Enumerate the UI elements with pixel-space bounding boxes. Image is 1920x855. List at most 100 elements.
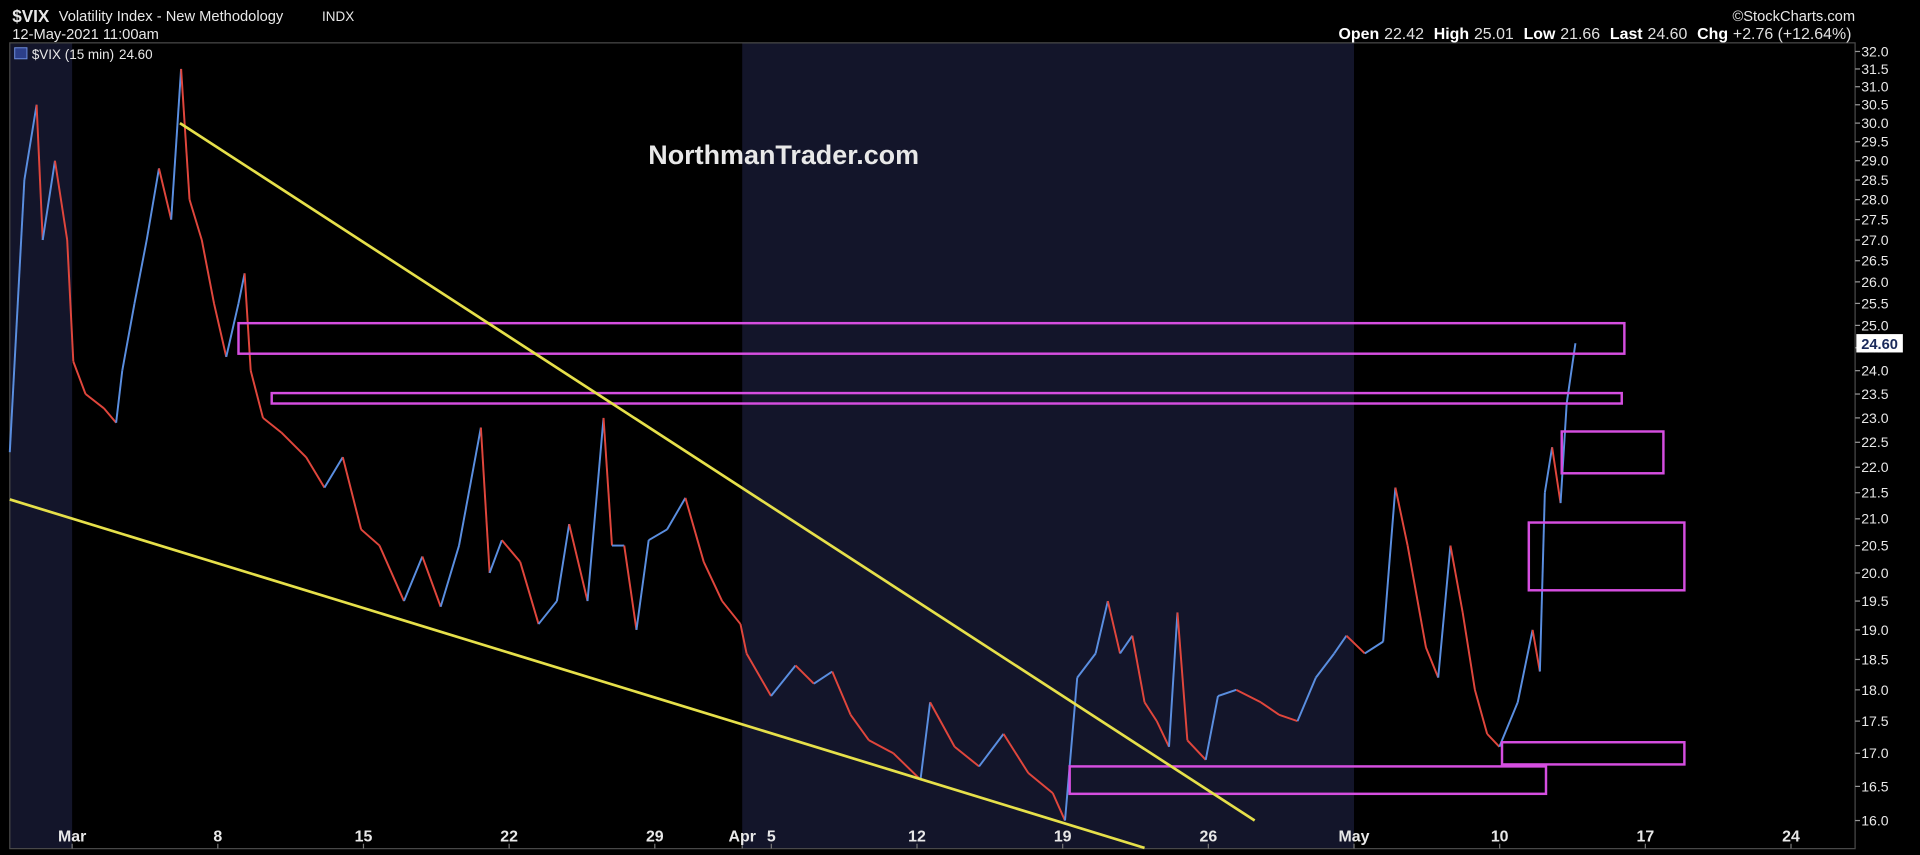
price-segment <box>158 168 173 220</box>
y-tick-label: 18.0 <box>1861 682 1889 698</box>
price-segment <box>555 523 571 602</box>
credit: ©StockCharts.com <box>1732 9 1855 25</box>
price-segment <box>1106 600 1122 654</box>
price-segment <box>1094 600 1109 654</box>
price-segment <box>8 179 26 453</box>
y-tick-label: 26.0 <box>1861 274 1889 290</box>
price-segment <box>66 239 75 362</box>
price-segment <box>1131 635 1146 703</box>
price-segment <box>280 431 307 458</box>
quote-line: Open 22.42 High 25.01 Low 21.66 Last 24.60 Chg +2… <box>1339 26 1852 43</box>
y-tick-label: 30.5 <box>1861 97 1889 113</box>
legend-icon <box>14 47 28 60</box>
price-segment <box>262 417 282 434</box>
zone <box>1068 765 1548 796</box>
last-price-box <box>1856 334 1903 353</box>
price-segment <box>225 303 240 358</box>
price-segment <box>1498 701 1519 748</box>
y-tick-label: 19.0 <box>1861 622 1889 638</box>
price-segment <box>1543 447 1554 493</box>
price-segment <box>745 652 772 697</box>
y-tick-label: 23.0 <box>1861 410 1889 426</box>
x-tick-label: 29 <box>646 828 664 845</box>
price-segment <box>648 528 668 542</box>
symbol: $VIX <box>12 6 50 26</box>
quote-value: 25.01 <box>1474 26 1514 43</box>
price-segment <box>519 561 540 625</box>
x-tick-label: 24 <box>1782 828 1800 845</box>
legend-name: $VIX (15 min) <box>32 47 114 62</box>
quote-label: High <box>1434 26 1469 43</box>
price-segment <box>35 104 44 241</box>
y-tick-label: 16.5 <box>1861 778 1889 794</box>
y-tick-label: 30.0 <box>1861 115 1889 131</box>
price-segment <box>23 104 38 181</box>
price-segment <box>1235 688 1262 704</box>
y-tick-label: 26.5 <box>1861 253 1889 269</box>
price-segment <box>488 539 503 574</box>
y-tick-label: 20.0 <box>1861 565 1889 581</box>
price-segment <box>635 540 650 631</box>
y-tick-label: 23.5 <box>1861 386 1889 402</box>
price-segment <box>1278 713 1298 723</box>
y-tick-label: 29.0 <box>1861 153 1889 169</box>
price-segment <box>421 556 442 608</box>
quote-value: 24.60 <box>1648 26 1688 43</box>
price-segment <box>341 456 363 530</box>
price-segment <box>568 523 589 602</box>
y-tick-label: 22.5 <box>1861 434 1889 450</box>
y-tick-label: 16.0 <box>1861 812 1889 828</box>
quote-label: Low <box>1524 26 1556 43</box>
price-segment <box>1076 652 1097 679</box>
price-segment <box>623 545 638 631</box>
x-tick-label: 8 <box>213 828 222 845</box>
trendline <box>9 498 1145 850</box>
price-segment <box>1364 640 1384 655</box>
legend: $VIX (15 min) 24.60 <box>32 47 153 62</box>
price-segment <box>1027 772 1054 794</box>
price-segment <box>479 427 491 574</box>
price-segment <box>1260 701 1280 716</box>
price-segment <box>1516 629 1534 703</box>
price-segment <box>188 199 203 241</box>
y-tick-label: 31.5 <box>1861 61 1889 77</box>
price-segment <box>721 600 742 625</box>
price-segment <box>953 746 980 768</box>
price-segment <box>1002 733 1030 774</box>
price-segment <box>458 427 482 546</box>
quote-value: +2.76 (+12.64%) <box>1733 26 1851 43</box>
price-segment <box>1551 447 1562 504</box>
price-segment <box>1155 720 1170 748</box>
month-band <box>742 42 1355 849</box>
price-segment <box>537 600 558 625</box>
x-tick-label: 5 <box>767 828 776 845</box>
x-tick-label: 10 <box>1491 828 1509 845</box>
quote-label: Last <box>1610 26 1643 43</box>
price-segment <box>1559 403 1568 504</box>
subtitle: Volatility Index - New Methodology <box>59 9 284 25</box>
price-segment <box>1315 652 1335 679</box>
price-segment <box>1119 635 1134 655</box>
y-tick-label: 31.0 <box>1861 79 1889 95</box>
price-segment <box>868 739 894 755</box>
legend-last: 24.60 <box>119 47 153 62</box>
price-segment <box>831 671 852 716</box>
zone <box>1560 430 1665 475</box>
y-tick-label: 19.5 <box>1861 593 1889 609</box>
price-segment <box>72 361 87 395</box>
price-segment <box>1217 688 1237 697</box>
price-segment <box>794 664 815 685</box>
zone <box>1527 521 1686 592</box>
zone <box>270 391 1623 405</box>
trendline <box>179 121 1256 822</box>
price-segment <box>378 545 405 602</box>
month-band <box>9 42 73 849</box>
quote-label: Open <box>1339 26 1380 43</box>
x-tick-label: May <box>1339 828 1370 845</box>
price-segment <box>929 701 956 748</box>
y-tick-label: 25.0 <box>1861 317 1889 333</box>
y-tick-label: 24.0 <box>1861 363 1889 379</box>
price-segment <box>702 561 723 602</box>
quote-value: 22.42 <box>1384 26 1424 43</box>
